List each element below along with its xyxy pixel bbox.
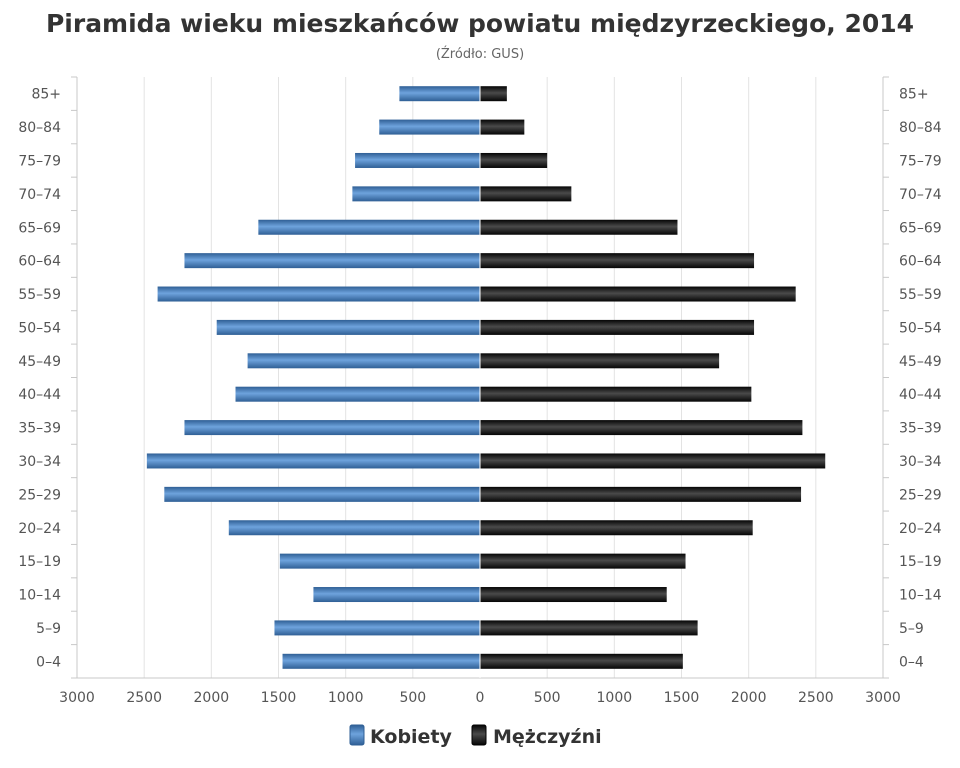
- y-tick-label-left: 70–74: [18, 187, 61, 203]
- y-tick-label-right: 25–29: [899, 487, 942, 503]
- bar-kobiety[interactable]: [164, 486, 481, 502]
- bar-mezczyzni[interactable]: [480, 553, 686, 569]
- x-tick-label: 2500: [798, 690, 834, 706]
- bar-kobiety[interactable]: [399, 86, 480, 102]
- x-tick-label: 500: [534, 690, 561, 706]
- x-tick-label: 500: [399, 690, 426, 706]
- y-tick-label-right: 10–14: [899, 588, 942, 604]
- y-tick-label-left: 10–14: [18, 588, 61, 604]
- y-tick-label-right: 75–79: [899, 153, 942, 169]
- y-tick-label-left: 65–69: [18, 220, 61, 236]
- bar-kobiety[interactable]: [352, 186, 480, 202]
- y-tick-label-right: 5–9: [899, 621, 924, 637]
- bar-mezczyzni[interactable]: [480, 219, 678, 235]
- y-tick-label-left: 25–29: [18, 487, 61, 503]
- y-tick-label-right: 15–19: [899, 554, 942, 570]
- y-tick-label-right: 85+: [899, 87, 929, 103]
- bar-mezczyzni[interactable]: [480, 620, 698, 636]
- y-tick-label-right: 55–59: [899, 287, 942, 303]
- bar-mezczyzni[interactable]: [480, 119, 525, 135]
- bar-mezczyzni[interactable]: [480, 520, 753, 536]
- bar-mezczyzni[interactable]: [480, 286, 796, 302]
- bar-kobiety[interactable]: [247, 353, 480, 369]
- y-tick-label-left: 85+: [31, 87, 61, 103]
- y-tick-label-left: 75–79: [18, 153, 61, 169]
- y-tick-label-right: 30–34: [899, 454, 942, 470]
- y-tick-label-right: 60–64: [899, 254, 942, 270]
- y-tick-label-left: 0–4: [36, 654, 61, 670]
- y-tick-label-right: 65–69: [899, 220, 942, 236]
- y-tick-label-left: 55–59: [18, 287, 61, 303]
- bar-mezczyzni[interactable]: [480, 186, 572, 202]
- y-tick-label-right: 20–24: [899, 521, 942, 537]
- y-tick-label-left: 80–84: [18, 120, 61, 136]
- bar-mezczyzni[interactable]: [480, 319, 755, 335]
- y-tick-label-right: 35–39: [899, 421, 942, 437]
- x-tick-label: 3000: [59, 690, 95, 706]
- y-tick-label-left: 15–19: [18, 554, 61, 570]
- y-tick-label-right: 0–4: [899, 654, 924, 670]
- x-axis-labels: 3000 2500 2000 1500 1000 500 0 500 1000 1500 2000 2…: [59, 690, 901, 706]
- y-tick-label-right: 80–84: [899, 120, 942, 136]
- legend-label-mezczyzni: Mężczyźni: [493, 726, 602, 748]
- legend-swatch-mezczyzni: [471, 724, 487, 746]
- x-tick-label: 1500: [664, 690, 700, 706]
- legend-swatch-kobiety: [349, 724, 365, 746]
- bar-kobiety[interactable]: [274, 620, 480, 636]
- bar-kobiety[interactable]: [228, 520, 480, 536]
- y-tick-label-left: 60–64: [18, 254, 61, 270]
- bar-kobiety[interactable]: [184, 253, 480, 269]
- bar-mezczyzni[interactable]: [480, 386, 752, 402]
- y-tick-label-left: 30–34: [18, 454, 61, 470]
- y-axis-labels: 85+ 85+ 80–84 80–84 75–79 75–79 70–74 70–74 65–6…: [18, 87, 941, 671]
- y-tick-label-left: 35–39: [18, 421, 61, 437]
- x-tick-label: 1000: [597, 690, 633, 706]
- y-tick-label-left: 20–24: [18, 521, 61, 537]
- bar-mezczyzni[interactable]: [480, 152, 548, 168]
- legend-item-mezczyzni[interactable]: Mężczyźni: [471, 724, 602, 748]
- bar-kobiety[interactable]: [157, 286, 480, 302]
- y-tick-label-left: 40–44: [18, 387, 61, 403]
- y-tick-label-left: 5–9: [36, 621, 61, 637]
- x-tick-label: 2000: [731, 690, 767, 706]
- y-tick-label-right: 40–44: [899, 387, 942, 403]
- y-tick-label-right: 70–74: [899, 187, 942, 203]
- bar-kobiety[interactable]: [355, 152, 480, 168]
- bar-mezczyzni[interactable]: [480, 353, 720, 369]
- bar-mezczyzni[interactable]: [480, 253, 755, 269]
- bars: [146, 77, 826, 678]
- legend-item-kobiety[interactable]: Kobiety: [349, 724, 453, 748]
- x-tick-label: 3000: [865, 690, 901, 706]
- bar-mezczyzni[interactable]: [480, 86, 507, 102]
- y-tick-label-right: 50–54: [899, 320, 942, 336]
- bar-kobiety[interactable]: [258, 219, 480, 235]
- bar-kobiety[interactable]: [379, 119, 480, 135]
- bar-kobiety[interactable]: [313, 587, 480, 603]
- x-tick-label: 2000: [194, 690, 230, 706]
- x-tick-label: 1000: [328, 690, 364, 706]
- bar-mezczyzni[interactable]: [480, 453, 826, 469]
- bar-mezczyzni[interactable]: [480, 420, 803, 436]
- legend: Kobiety Mężczyźni: [349, 724, 602, 748]
- chart-subtitle: (Źródło: GUS): [436, 46, 524, 62]
- bar-kobiety[interactable]: [279, 553, 480, 569]
- y-tick-label-right: 45–49: [899, 354, 942, 370]
- x-tick-label: 2500: [126, 690, 162, 706]
- bar-mezczyzni[interactable]: [480, 587, 667, 603]
- bar-kobiety[interactable]: [146, 453, 480, 469]
- y-tick-label-left: 50–54: [18, 320, 61, 336]
- legend-label-kobiety: Kobiety: [370, 726, 453, 748]
- bar-kobiety[interactable]: [282, 653, 480, 669]
- bar-kobiety[interactable]: [235, 386, 480, 402]
- x-tick-label: 1500: [261, 690, 297, 706]
- bar-mezczyzni[interactable]: [480, 486, 802, 502]
- y-tick-label-left: 45–49: [18, 354, 61, 370]
- bar-mezczyzni[interactable]: [480, 653, 683, 669]
- bar-kobiety[interactable]: [216, 319, 480, 335]
- chart-title: Piramida wieku mieszkańców powiatu międz…: [46, 9, 914, 38]
- x-tick-label: 0: [476, 690, 485, 706]
- bar-kobiety[interactable]: [184, 420, 480, 436]
